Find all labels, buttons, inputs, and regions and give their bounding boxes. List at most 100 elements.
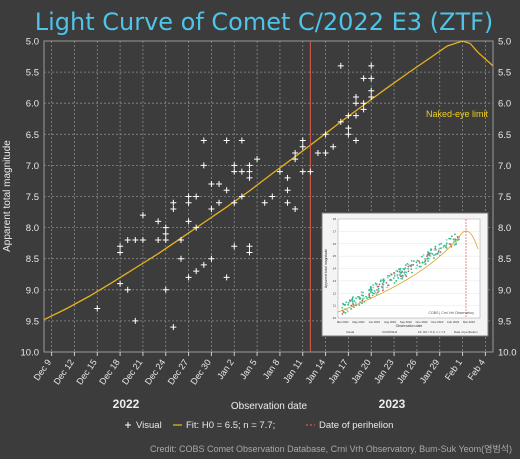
inset-point bbox=[346, 309, 348, 312]
y-tick-label-right: 6.0 bbox=[498, 99, 511, 110]
inset-point bbox=[372, 284, 375, 287]
inset-x-tick-label: May 2022 bbox=[352, 320, 365, 324]
inset-point bbox=[390, 279, 393, 281]
inset-y-tick-label: 17 bbox=[333, 229, 337, 233]
inset-point bbox=[382, 288, 385, 290]
inset-point bbox=[352, 302, 354, 305]
inset-point bbox=[404, 264, 407, 267]
inset-point bbox=[429, 252, 432, 255]
inset-point bbox=[413, 260, 415, 263]
x-tick-label: Dec 24 bbox=[143, 357, 168, 386]
data-point bbox=[124, 237, 131, 244]
inset-point bbox=[415, 267, 418, 269]
inset-point bbox=[385, 282, 388, 284]
data-point bbox=[353, 93, 360, 100]
inset-point bbox=[398, 268, 400, 271]
x-tick-label: Feb 4 bbox=[466, 357, 487, 382]
inset-point bbox=[435, 253, 437, 256]
data-point bbox=[276, 168, 283, 175]
inset-x-tick-label: Sep 2022 bbox=[400, 320, 412, 324]
y-tick-label: 6.5 bbox=[26, 130, 39, 141]
inset-point bbox=[405, 271, 407, 274]
inset-point bbox=[376, 289, 378, 291]
y-tick-label-right: 7.5 bbox=[498, 192, 511, 203]
inset-point bbox=[401, 270, 404, 273]
inset-point bbox=[368, 293, 370, 296]
inset-point bbox=[376, 291, 379, 294]
inset-point bbox=[406, 262, 409, 265]
data-point bbox=[238, 168, 245, 175]
inset-point bbox=[352, 303, 355, 306]
inset-point bbox=[377, 285, 380, 288]
inset-point bbox=[454, 233, 456, 236]
inset-point bbox=[443, 244, 446, 247]
data-point bbox=[246, 243, 253, 250]
inset-point bbox=[399, 272, 402, 274]
inset-point bbox=[358, 296, 361, 299]
y-tick-label: 6.0 bbox=[26, 99, 39, 110]
inset-point bbox=[426, 255, 428, 257]
data-point bbox=[353, 112, 360, 119]
data-point bbox=[299, 137, 306, 144]
data-point bbox=[360, 106, 367, 113]
data-point bbox=[360, 100, 367, 107]
inset-point bbox=[360, 294, 363, 296]
inset-point bbox=[407, 270, 410, 273]
data-point bbox=[284, 187, 291, 194]
inset-point bbox=[382, 283, 385, 286]
inset-point bbox=[458, 238, 460, 241]
data-point bbox=[299, 168, 306, 175]
data-point bbox=[353, 100, 360, 107]
inset-point bbox=[405, 275, 408, 277]
data-point bbox=[208, 181, 215, 188]
inset-legend-entry: Fit: H0 = 6.3; n = 7.4 bbox=[418, 330, 446, 334]
data-point bbox=[162, 230, 169, 237]
inset-x-tick-label: Feb 2023 bbox=[447, 320, 459, 324]
inset-point bbox=[402, 268, 405, 270]
inset-point bbox=[378, 283, 381, 286]
inset-point bbox=[351, 300, 354, 303]
y-tick-label-right: 7.0 bbox=[498, 161, 511, 172]
inset-point bbox=[456, 236, 459, 238]
data-point bbox=[223, 274, 230, 281]
x-tick-label: Dec 30 bbox=[189, 357, 214, 386]
x-tick-label: Jan 26 bbox=[395, 357, 419, 385]
inset-y-tick-label: 18 bbox=[333, 217, 337, 221]
inset-point bbox=[363, 297, 365, 299]
x-tick-label: Jan 5 bbox=[238, 357, 259, 381]
x-tick-label: Jan 14 bbox=[304, 357, 328, 385]
data-point bbox=[185, 218, 192, 225]
data-point bbox=[238, 137, 245, 144]
legend-label-perihelion: Date of perihelion bbox=[319, 420, 393, 431]
inset-point bbox=[396, 275, 399, 277]
year-label-2023: 2023 bbox=[379, 397, 406, 411]
x-tick-label: Jan 11 bbox=[281, 357, 304, 384]
y-tick-label-right: 8.5 bbox=[498, 254, 511, 265]
inset-point bbox=[431, 253, 434, 255]
inset-point bbox=[398, 270, 401, 273]
x-tick-label: Jan 29 bbox=[418, 357, 442, 385]
data-point bbox=[284, 199, 291, 206]
data-point bbox=[185, 193, 192, 200]
naked-eye-annotation: Naked-eye limit bbox=[426, 109, 489, 119]
data-point bbox=[170, 199, 177, 206]
x-axis-label: Observation date bbox=[231, 401, 308, 412]
inset-point bbox=[435, 249, 437, 251]
data-point bbox=[94, 305, 101, 312]
inset-point bbox=[374, 291, 377, 294]
inset-point bbox=[411, 271, 413, 274]
inset-point bbox=[418, 260, 420, 262]
data-point bbox=[200, 162, 207, 169]
inset-point bbox=[368, 289, 370, 291]
inset-point bbox=[387, 275, 389, 277]
data-point bbox=[216, 199, 223, 206]
inset-point bbox=[373, 292, 375, 295]
inset-point bbox=[357, 295, 359, 298]
y-tick-label: 8.0 bbox=[26, 223, 39, 234]
inset-point bbox=[409, 264, 412, 267]
inset-x-tick-label: Mar 2022 bbox=[337, 320, 349, 324]
inset-point bbox=[361, 299, 364, 302]
inset-point bbox=[369, 291, 372, 294]
